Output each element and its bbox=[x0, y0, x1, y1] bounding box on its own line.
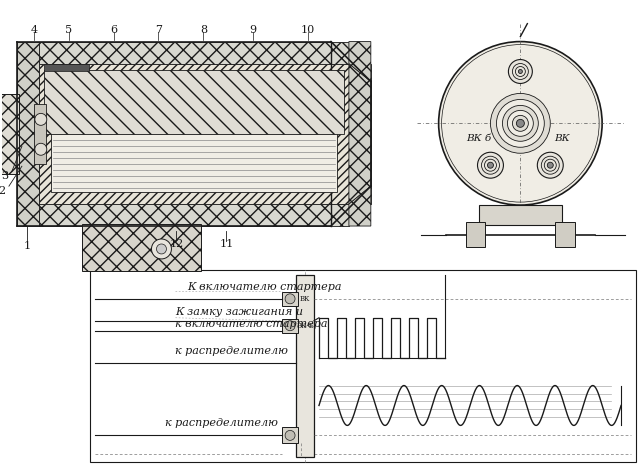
Circle shape bbox=[285, 321, 295, 331]
Polygon shape bbox=[349, 41, 371, 81]
Text: 3: 3 bbox=[1, 171, 8, 181]
Circle shape bbox=[547, 162, 553, 168]
Circle shape bbox=[156, 244, 166, 254]
Circle shape bbox=[439, 41, 602, 205]
Circle shape bbox=[502, 106, 538, 141]
Circle shape bbox=[477, 152, 504, 178]
Text: ВК-Б: ВК-Б bbox=[296, 322, 314, 330]
Text: 7: 7 bbox=[155, 24, 162, 35]
Polygon shape bbox=[349, 186, 371, 226]
Bar bbox=[0, 94, 19, 174]
Text: 8: 8 bbox=[200, 24, 207, 35]
Circle shape bbox=[151, 239, 171, 259]
Text: 5: 5 bbox=[65, 24, 72, 35]
Circle shape bbox=[285, 294, 295, 304]
Circle shape bbox=[513, 115, 528, 131]
Bar bbox=[44, 64, 89, 72]
Bar bbox=[282, 292, 298, 306]
Text: к включателю стартера: к включателю стартера bbox=[175, 319, 328, 329]
Circle shape bbox=[35, 114, 47, 125]
Bar bbox=[90, 270, 636, 463]
Text: ВК: ВК bbox=[300, 295, 310, 303]
Text: 10: 10 bbox=[301, 24, 315, 35]
Bar bbox=[17, 41, 371, 226]
Bar bbox=[82, 224, 202, 271]
Bar bbox=[478, 205, 562, 225]
Circle shape bbox=[516, 119, 524, 127]
Circle shape bbox=[285, 430, 295, 440]
Circle shape bbox=[507, 110, 533, 136]
Bar bbox=[34, 105, 46, 164]
Text: 2: 2 bbox=[0, 186, 6, 196]
Circle shape bbox=[518, 70, 522, 73]
Text: 1: 1 bbox=[23, 241, 30, 251]
Bar bbox=[51, 75, 337, 192]
Text: 12: 12 bbox=[169, 239, 184, 249]
Bar bbox=[555, 222, 575, 247]
Text: К замку зажигания и: К замку зажигания и bbox=[175, 307, 303, 317]
Circle shape bbox=[497, 99, 544, 147]
Polygon shape bbox=[349, 64, 371, 204]
Bar bbox=[39, 41, 349, 64]
Text: 11: 11 bbox=[219, 239, 233, 249]
Text: К включателю стартера: К включателю стартера bbox=[187, 282, 342, 292]
Text: к распределителю: к распределителю bbox=[175, 346, 289, 356]
Bar bbox=[466, 222, 486, 247]
Text: 9: 9 bbox=[250, 24, 257, 35]
Bar bbox=[349, 64, 371, 204]
Circle shape bbox=[537, 152, 564, 178]
Circle shape bbox=[491, 93, 550, 153]
Bar bbox=[282, 427, 298, 443]
Circle shape bbox=[433, 37, 607, 210]
Bar bbox=[17, 41, 39, 226]
Bar bbox=[39, 64, 349, 204]
Bar bbox=[296, 275, 314, 457]
Circle shape bbox=[488, 162, 493, 168]
Text: к распределителю: к распределителю bbox=[166, 418, 278, 429]
Text: ВК б: ВК б bbox=[466, 134, 491, 143]
Bar bbox=[44, 70, 344, 134]
Circle shape bbox=[35, 143, 47, 155]
Text: 6: 6 bbox=[110, 24, 117, 35]
Circle shape bbox=[508, 59, 533, 83]
Text: 4: 4 bbox=[30, 24, 37, 35]
Text: ВК: ВК bbox=[554, 134, 570, 143]
Bar bbox=[282, 319, 298, 333]
Bar bbox=[39, 204, 349, 226]
